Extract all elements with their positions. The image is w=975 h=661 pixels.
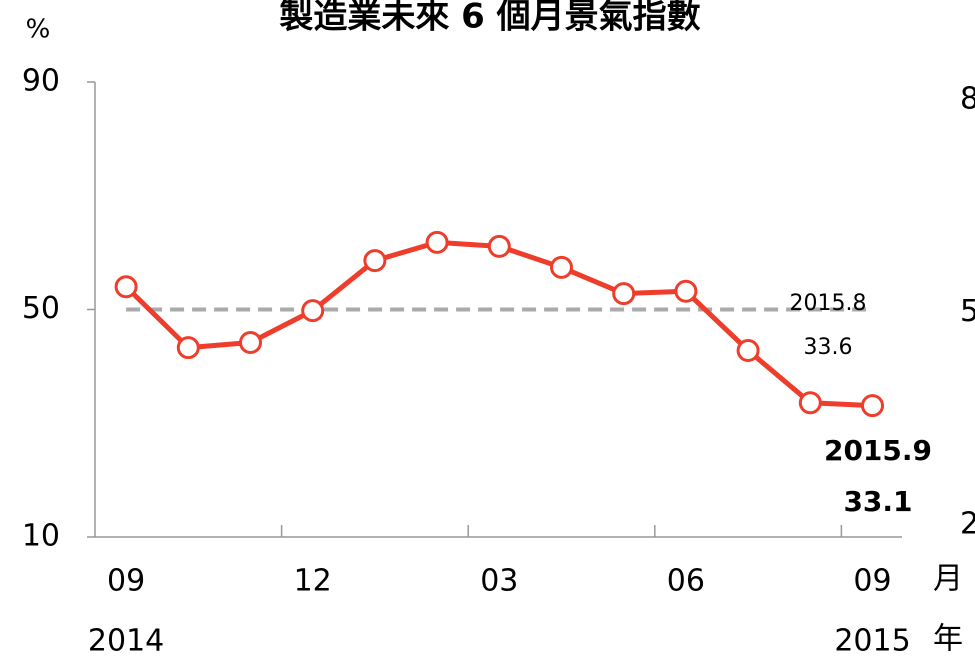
x-tick-label: 09 (107, 564, 145, 599)
data-point (363, 249, 387, 273)
y-unit: % (26, 15, 51, 45)
data-point (674, 279, 698, 303)
annotation-date: 2015.8 (790, 291, 867, 316)
chart-title: 製造業未來 6 個月景氣指數 (279, 0, 700, 37)
data-point (425, 230, 449, 254)
annotation-date: 2015.9 (824, 434, 932, 467)
x-unit: 月 (933, 562, 963, 597)
x-tick-label: 03 (480, 564, 518, 599)
x-tick-label: 06 (667, 564, 705, 599)
data-point (176, 336, 200, 360)
x-sublabel: 2014 (88, 624, 164, 659)
data-point (487, 234, 511, 258)
y-tick-label: 90 (22, 64, 60, 99)
y-tick-label: 10 (22, 519, 60, 554)
data-point (798, 391, 822, 415)
x-tick-label: 12 (294, 564, 332, 599)
x-sublabel: 2015 (834, 624, 910, 659)
y2-tick-label: 80 (960, 82, 975, 117)
data-point (612, 282, 636, 306)
data-point (550, 255, 573, 279)
y2-tick-label: 20 (960, 507, 975, 542)
data-point (301, 299, 325, 323)
data-line (124, 239, 873, 409)
data-point (239, 330, 262, 354)
y-tick-label: 50 (22, 291, 60, 326)
data-point (736, 338, 760, 362)
data-point (114, 275, 138, 299)
data-point (861, 394, 884, 418)
annotation-value: 33.1 (843, 485, 912, 518)
x-sub-unit: 年 (933, 622, 963, 657)
y2-tick-label: 50 (960, 294, 975, 329)
x-tick-label: 09 (853, 564, 891, 599)
annotation-value: 33.6 (804, 335, 853, 360)
